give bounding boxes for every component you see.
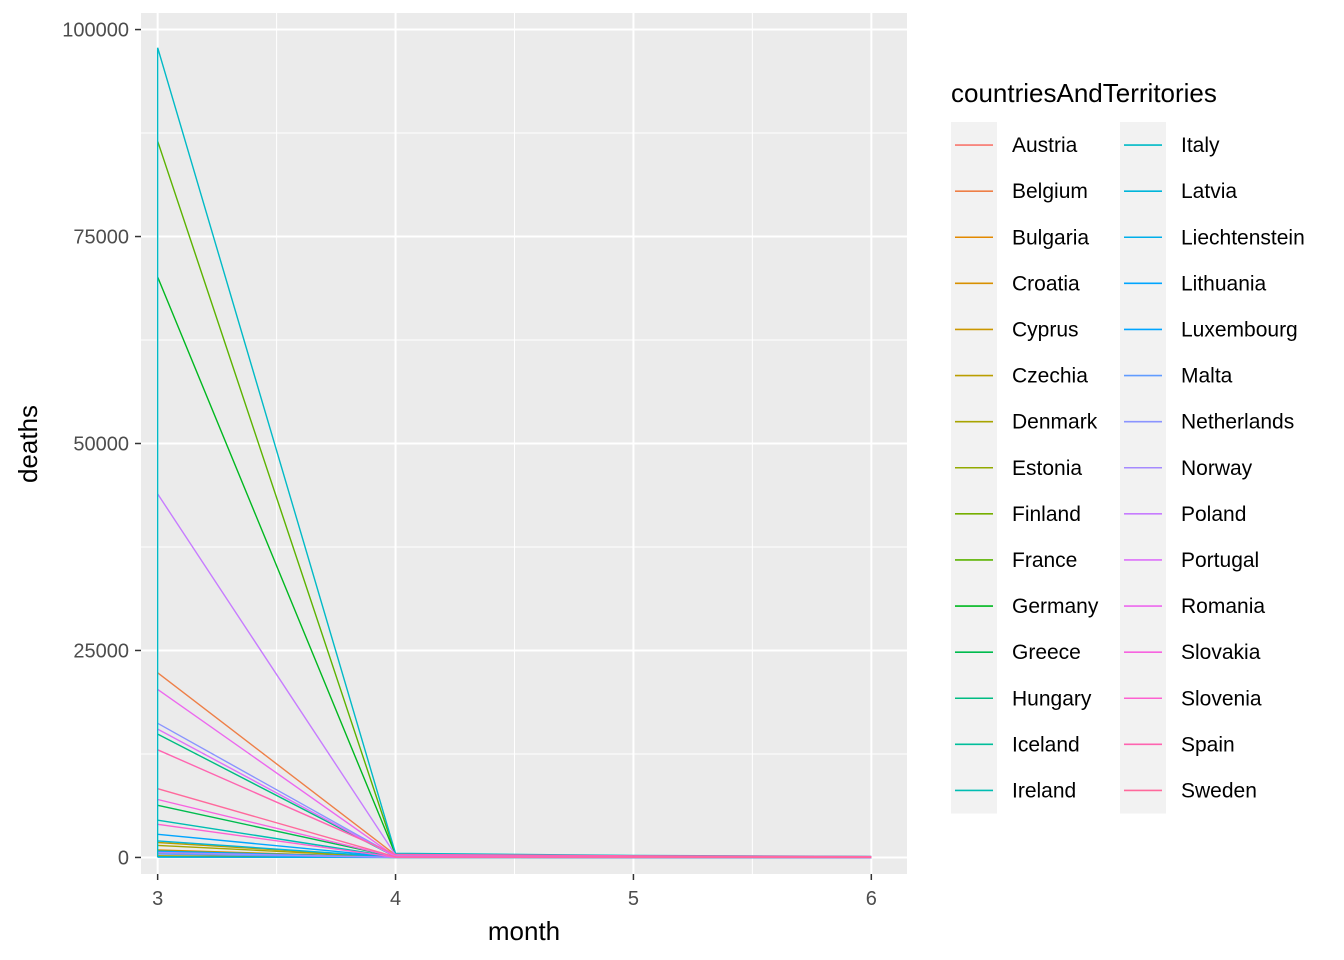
legend-label-slovenia: Slovenia — [1181, 687, 1262, 710]
legend-label-czechia: Czechia — [1012, 365, 1088, 388]
legend-label-netherlands: Netherlands — [1181, 411, 1294, 434]
legend-label-austria: Austria — [1012, 134, 1078, 157]
legend-label-lithuania: Lithuania — [1181, 272, 1267, 295]
series-line-sweden — [157, 788, 872, 858]
legend-label-cyprus: Cyprus — [1012, 318, 1079, 341]
x-tick-label: 6 — [866, 888, 877, 910]
y-tick-label: 25000 — [73, 640, 129, 662]
legend-label-greece: Greece — [1012, 641, 1081, 664]
legend-label-ireland: Ireland — [1012, 779, 1076, 802]
legend-label-hungary: Hungary — [1012, 687, 1092, 710]
legend-label-germany: Germany — [1012, 595, 1099, 618]
legend-label-iceland: Iceland — [1012, 733, 1080, 756]
series-lines — [156, 47, 872, 859]
y-tick-label: 75000 — [73, 227, 129, 249]
y-tick-label: 100000 — [62, 20, 129, 42]
legend-label-italy: Italy — [1181, 134, 1220, 157]
y-axis-title: deaths — [13, 405, 43, 483]
legend-label-finland: Finland — [1012, 503, 1081, 526]
legend-label-estonia: Estonia — [1012, 457, 1082, 480]
legend-label-sweden: Sweden — [1181, 779, 1257, 802]
legend-label-norway: Norway — [1181, 457, 1253, 480]
legend-label-liechtenstein: Liechtenstein — [1181, 226, 1305, 249]
y-tick-label: 50000 — [73, 434, 129, 456]
legend-title: countriesAndTerritories — [951, 78, 1217, 108]
x-axis-title: month — [488, 916, 560, 946]
y-tick-label: 0 — [118, 847, 129, 869]
legend-label-luxembourg: Luxembourg — [1181, 318, 1298, 341]
legend-label-denmark: Denmark — [1012, 411, 1098, 434]
legend-label-portugal: Portugal — [1181, 549, 1259, 572]
legend-label-france: France — [1012, 549, 1077, 572]
x-tick-label: 3 — [152, 888, 163, 910]
legend-label-slovakia: Slovakia — [1181, 641, 1261, 664]
x-tick-label: 5 — [628, 888, 639, 910]
legend-label-malta: Malta — [1181, 365, 1233, 388]
legend-label-romania: Romania — [1181, 595, 1265, 618]
legend-label-spain: Spain — [1181, 733, 1235, 756]
legend-label-belgium: Belgium — [1012, 180, 1088, 203]
legend: countriesAndTerritories Austria Belgium Bu… — [951, 78, 1305, 814]
series-line-spain — [157, 749, 872, 858]
x-axis: 3 4 5 6 — [152, 874, 877, 910]
y-axis: 0 25000 50000 75000 100000 — [62, 20, 141, 869]
legend-label-poland: Poland — [1181, 503, 1246, 526]
x-tick-label: 4 — [390, 888, 401, 910]
legend-label-bulgaria: Bulgaria — [1012, 226, 1089, 249]
legend-label-latvia: Latvia — [1181, 180, 1237, 203]
legend-label-croatia: Croatia — [1012, 272, 1080, 295]
